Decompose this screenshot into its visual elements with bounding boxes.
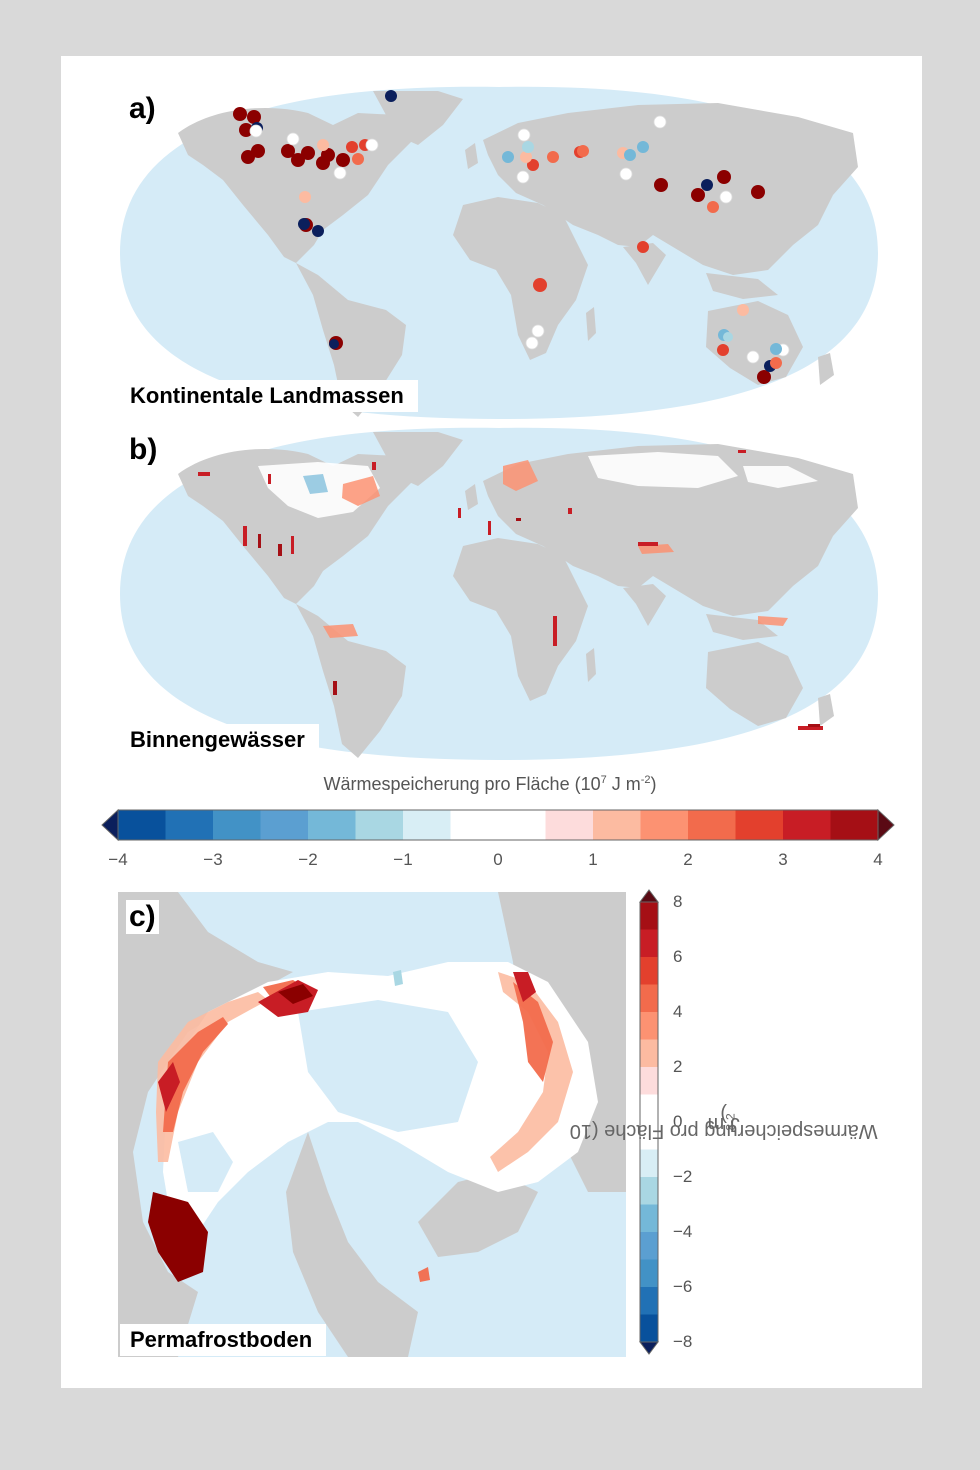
colorbar-cell [260, 810, 309, 840]
panel-a-letter: a) [126, 92, 159, 126]
colorbar-tick-label: −2 [298, 850, 318, 869]
colorbar-tick-label: −4 [108, 850, 128, 869]
colorbar-cell [640, 957, 658, 985]
colorbar-cell [830, 810, 879, 840]
colorbar-tick-label: 6 [673, 947, 683, 966]
colorbar-cell [640, 1259, 658, 1288]
colorbar-cell [688, 810, 736, 840]
colorbar-cell [783, 810, 831, 840]
colorbar-tick-label: 8 [673, 892, 683, 911]
colorbar-cell [640, 810, 689, 840]
colorbar-cell [735, 810, 784, 840]
colorbar-tick-label: 0 [493, 850, 503, 869]
colorbar-tick-label: −2 [673, 1167, 693, 1186]
colorbar-tick-label: 2 [683, 850, 693, 869]
colorbar-tick-label: 4 [673, 1002, 683, 1021]
map-continental-landmasses [120, 86, 878, 420]
colorbar-tick-label: 3 [778, 850, 788, 869]
colorbar-cell [498, 810, 546, 840]
panel-b-letter: b) [126, 433, 161, 467]
panel-c-letter: c) [126, 900, 159, 934]
colorbar-cell [640, 1314, 658, 1343]
colorbar-cell [640, 1067, 658, 1095]
colorbar-tick-label: 4 [873, 850, 883, 869]
colorbar-cell [640, 984, 658, 1013]
colorbar-cell [545, 810, 594, 840]
colorbar-cell [165, 810, 214, 840]
colorbar-cell [118, 810, 166, 840]
colorbar-tick-label: −1 [393, 850, 413, 869]
colorbar-cell [355, 810, 404, 840]
colorbar-cell [640, 1287, 658, 1315]
colorbar-horizontal-title: Wärmespeicherung pro Fläche (107 J m-2) [323, 774, 657, 794]
panel-a-title: Kontinentale Landmassen [120, 380, 418, 412]
map-inland-waters [120, 427, 878, 760]
panel-c-title: Permafrostboden [120, 1324, 327, 1356]
site-markers [233, 90, 790, 384]
colorbar-cell [640, 1232, 658, 1260]
colorbar-tick-label: −6 [673, 1277, 693, 1296]
map-permafrost [118, 892, 626, 1357]
colorbar-tick-label: −8 [673, 1332, 693, 1351]
colorbar-tick-label: −4 [673, 1222, 693, 1241]
colorbar-cell [450, 810, 499, 840]
colorbar-cell [640, 1177, 658, 1205]
colorbar-cell [640, 1122, 658, 1150]
colorbar-horizontal [101, 808, 895, 842]
panel-b-title: Binnengewässer [120, 724, 319, 756]
colorbar-cell [640, 929, 658, 958]
colorbar-cell [308, 810, 356, 840]
colorbar-tick-label: −3 [203, 850, 223, 869]
colorbar-vertical [639, 889, 659, 1355]
colorbar-cell [213, 810, 261, 840]
colorbar-tick-label: 2 [673, 1057, 683, 1076]
colorbar-tick-label: 1 [588, 850, 598, 869]
colorbar-tick-label: 0 [673, 1112, 683, 1131]
colorbar-cell [640, 1149, 658, 1178]
colorbar-cell [640, 902, 658, 930]
colorbar-cell [640, 1094, 658, 1123]
colorbar-cell [593, 810, 641, 840]
colorbar-cell [640, 1204, 658, 1233]
colorbar-cell [640, 1039, 658, 1068]
colorbar-cell [640, 1012, 658, 1040]
colorbar-cell [403, 810, 451, 840]
